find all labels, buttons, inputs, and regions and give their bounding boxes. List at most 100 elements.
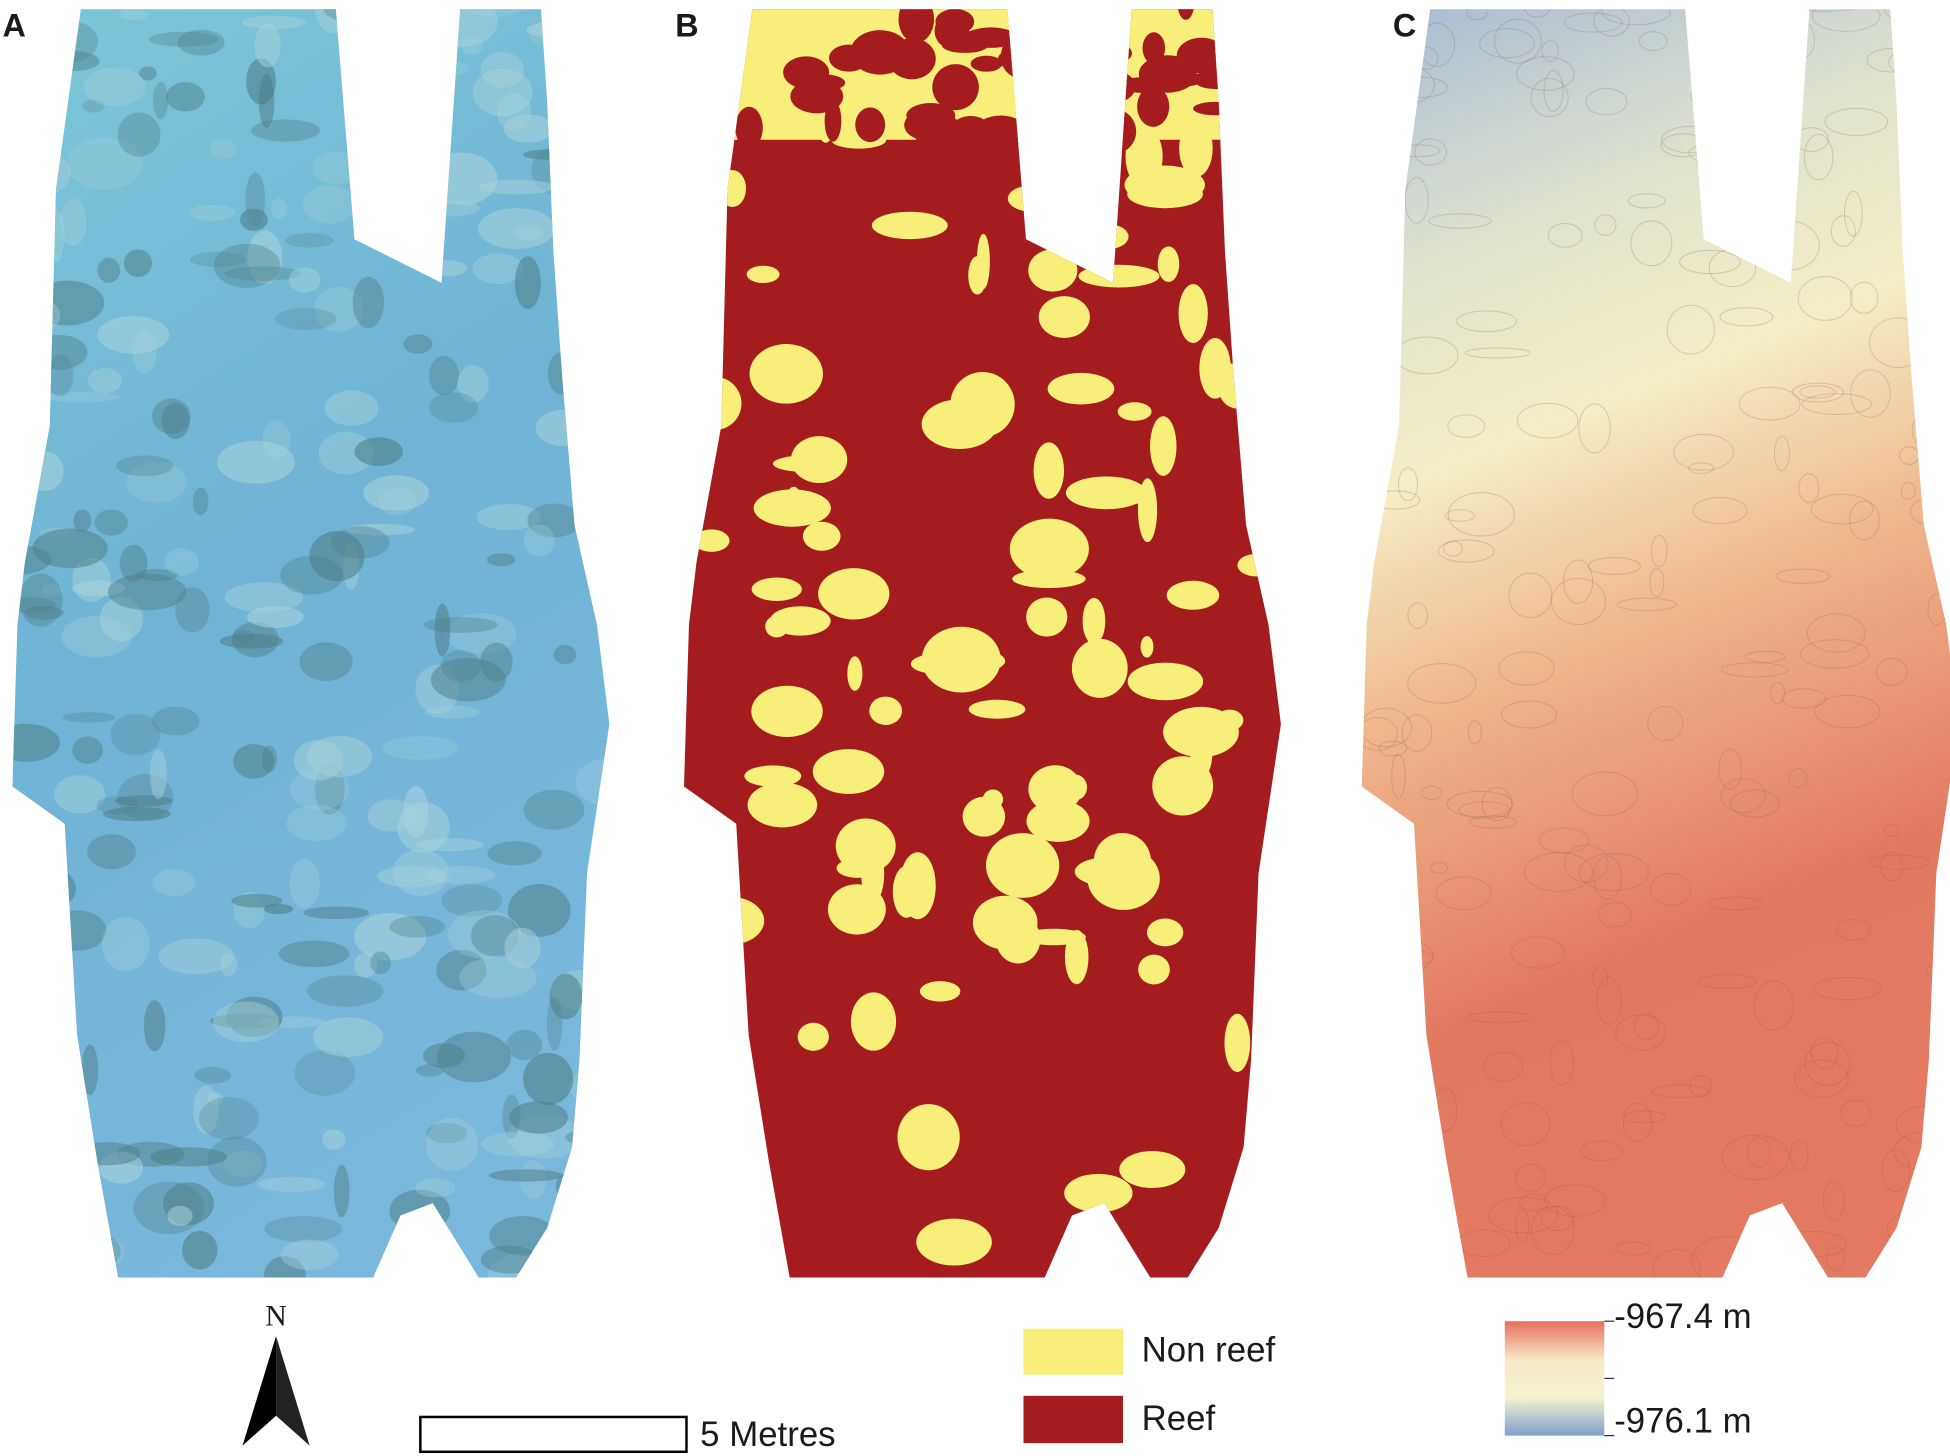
seabed-texture [363,475,430,511]
seabed-texture [47,910,107,951]
seabed-texture [434,603,451,657]
seabed-texture [164,548,200,576]
relief-contour [1790,9,1862,12]
scale-bar [419,1415,688,1454]
seabed-texture [480,52,524,88]
seabed-texture [97,257,121,283]
seabed-texture [110,713,161,756]
relief-contour [1801,393,1872,415]
non-reef-patch [1125,126,1163,188]
seabed-texture [250,119,321,142]
seabed-texture [523,789,585,830]
seabed-texture [427,260,468,277]
seabed-texture [405,176,446,207]
non-reef-patch [897,1104,960,1171]
seabed-texture [207,1092,224,1105]
seabed-texture [425,152,498,206]
non-reef-patch [746,265,780,283]
seabed-texture [101,916,150,972]
non-reef-patch [850,992,897,1051]
seabed-texture [12,881,62,900]
relief-contour [1624,1110,1666,1124]
non-reef-patch [687,376,742,431]
non-reef-patch [1064,929,1089,985]
reef-patch [1193,69,1236,90]
non-reef-patch [971,9,992,29]
seabed-texture [426,1122,468,1144]
seabed-texture [303,906,370,920]
non-reef-patch [1237,553,1276,577]
relief-contour [1493,18,1542,64]
seabed-texture [51,1157,99,1205]
relief-contour [1883,824,1900,838]
relief-contour [1615,1241,1651,1256]
seabed-texture [480,1245,538,1274]
seabed-texture [153,81,169,120]
relief-contour [1488,1196,1559,1234]
seabed-texture [302,185,357,224]
seabed-texture [460,36,483,55]
seabed-texture [504,927,541,969]
seabed-texture [547,352,577,395]
non-reef-patch [1028,9,1107,31]
non-reef-patch [1071,638,1128,698]
relief-contour [1447,414,1486,438]
relief-contour [1435,876,1492,911]
non-reef-patch [698,1022,717,1072]
relief-contour [1753,980,1794,1031]
seabed-texture [102,806,171,822]
non-reef-patch [802,521,841,551]
seabed-texture [436,1031,511,1083]
relief-contour [1430,1258,1462,1278]
relief-contour [1811,9,1881,32]
relief-contour [1622,1102,1653,1143]
relief-contour [1720,778,1766,813]
relief-contour [1650,534,1668,568]
relief-contour [1361,30,1399,74]
seabed-texture [97,316,170,354]
relief-contour [1407,663,1477,704]
reef-patch [1142,32,1166,65]
non-reef-patch [683,944,712,966]
seabed-texture [284,233,335,248]
seabed-texture [115,795,173,807]
relief-contour [1888,47,1946,78]
seabed-texture [476,504,541,531]
non-reef-patch [1215,709,1244,731]
relief-contour [1580,1140,1623,1162]
seabed-texture [309,531,365,582]
seabed-texture [42,1227,121,1275]
seabed-texture [72,557,111,603]
seabed-texture [289,769,350,810]
reef-patch [974,115,1027,149]
seabed-texture [418,208,442,247]
seabed-texture [280,555,344,595]
seabed-texture [428,355,460,396]
seabed-texture [247,230,283,285]
seabed-texture [29,280,105,326]
relief-contour [1721,1134,1790,1181]
relief-contour [1428,213,1492,229]
seabed-texture [307,975,384,1007]
seabed-texture [389,915,445,938]
seabed-texture [288,267,321,293]
non-reef-patch [1028,765,1082,813]
seabed-texture [46,353,74,397]
seabed-texture [23,864,65,911]
relief-contour [1810,1037,1839,1069]
non-reef-patch [858,78,892,91]
relief-contour [1530,77,1569,118]
seabed-texture [149,749,167,800]
seabed-texture [193,1085,219,1134]
non-reef-patch [718,169,747,208]
seabed-texture [177,29,225,56]
seabed-texture [149,1147,227,1167]
non-reef-patch [751,577,802,601]
reef-patch [1000,35,1034,78]
seabed-texture [392,116,415,128]
relief-contour [1806,613,1866,653]
depth-map [1361,9,1950,1278]
non-reef-patch [751,685,823,737]
relief-contour [1563,12,1623,33]
seabed-texture [478,179,556,195]
